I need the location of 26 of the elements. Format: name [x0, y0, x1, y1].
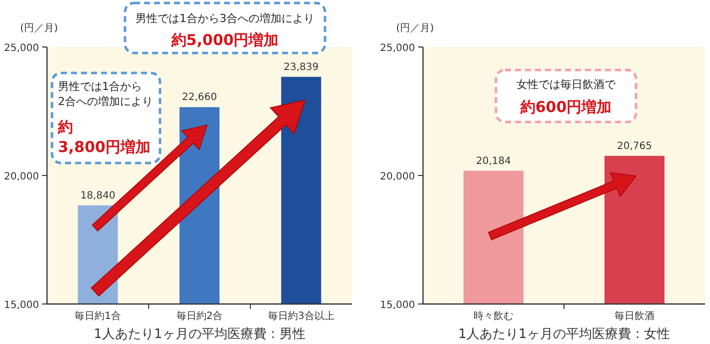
y-tick-label: 15,000 — [380, 300, 415, 311]
x-tick-label: 毎日飲酒 — [614, 310, 654, 322]
x-tick-label: 毎日約3合以上 — [268, 310, 334, 322]
x-axis-title: 1人あたり1ヶ月の平均医療費：女性 — [458, 327, 670, 342]
annotation: 約3,800円増加 — [57, 118, 150, 156]
y-axis-title: (円／月) — [396, 23, 434, 34]
data-label: 20,765 — [617, 140, 652, 152]
y-axis-title: (円／月) — [20, 23, 58, 34]
annotation: 女性では毎日飲酒で — [516, 78, 616, 91]
data-label: 23,839 — [284, 62, 319, 73]
x-tick-label: 毎日約2合 — [176, 310, 223, 322]
annotation: 約600円増加 — [519, 98, 612, 116]
data-label: 22,660 — [182, 92, 217, 104]
text: 男性では1合から3合への増加により — [136, 12, 314, 25]
x-tick-label: 時々飲む — [474, 310, 514, 322]
y-tick-label: 20,000 — [380, 172, 415, 182]
annotation: 男性では1合から2合への増加により — [58, 80, 153, 108]
y-tick-label: 20,000 — [4, 172, 39, 182]
data-label: 20,184 — [476, 156, 511, 167]
annotation: 約5,000円増加 — [170, 31, 279, 49]
y-tick-label: 25,000 — [380, 43, 415, 54]
y-tick-label: 25,000 — [4, 43, 39, 54]
x-axis-title: 1人あたり1ヶ月の平均医療費：男性 — [94, 327, 306, 342]
x-tick-label: 毎日約1合 — [74, 310, 122, 322]
y-tick-label: 15,000 — [4, 300, 39, 311]
data-label: 18,840 — [80, 190, 116, 202]
